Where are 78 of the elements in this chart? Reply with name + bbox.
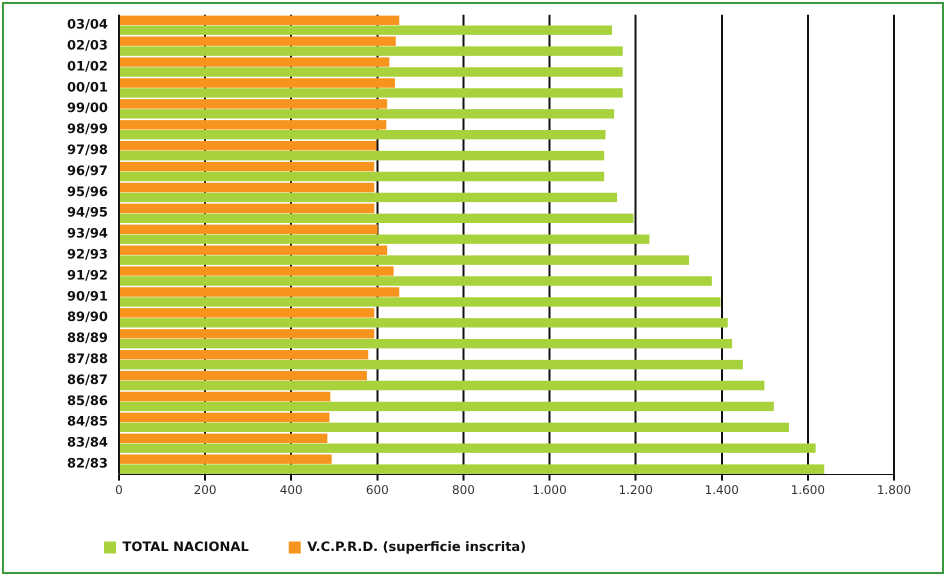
bar (120, 67, 623, 77)
y-tick-label: 99/00 (66, 101, 108, 116)
bar (120, 255, 690, 265)
bar (120, 16, 400, 25)
bar (120, 392, 330, 402)
x-tick-label: 600 (366, 482, 389, 497)
bar (120, 140, 376, 150)
legend-label: V.C.P.R.D. (superficie inscrita) (307, 540, 526, 555)
bar (120, 214, 634, 224)
bar (120, 162, 374, 172)
y-tick-label: 85/86 (66, 394, 108, 409)
x-tick-label: 400 (280, 482, 303, 497)
x-tick-label: 1.600 (790, 482, 826, 497)
bar (120, 434, 328, 443)
x-tick-label: 1.000 (532, 482, 567, 497)
y-tick-label: 94/95 (66, 206, 108, 221)
bar (120, 150, 604, 160)
y-tick-label: 82/83 (66, 456, 108, 472)
legend-label: TOTAL NACIONAL (122, 540, 249, 555)
bar (120, 380, 764, 390)
bar (120, 464, 824, 474)
y-tick-label: 92/93 (66, 248, 108, 263)
bar (120, 297, 720, 307)
bar (120, 276, 712, 286)
y-tick-label: 84/85 (66, 414, 108, 430)
x-tick-label: 800 (452, 482, 475, 497)
bar (120, 204, 374, 214)
bar (120, 88, 623, 98)
bar (120, 99, 388, 109)
bar (120, 130, 606, 140)
bar (120, 120, 386, 130)
y-tick-label: 01/02 (66, 59, 108, 74)
y-tick-label: 93/94 (66, 226, 108, 242)
bar (120, 57, 390, 67)
bar (120, 172, 604, 182)
bar (120, 109, 614, 119)
y-tick-label: 02/03 (66, 38, 108, 54)
bar (120, 454, 332, 464)
bar (120, 182, 374, 192)
x-tick-label: 200 (194, 482, 216, 497)
y-tick-label: 83/84 (66, 436, 108, 451)
bar (120, 350, 368, 360)
x-tick-label: 0 (115, 482, 123, 497)
bar (120, 287, 400, 297)
bar (120, 444, 816, 453)
bar (120, 36, 396, 46)
bar (120, 370, 367, 380)
bar (120, 245, 388, 255)
x-tick-label: 1.400 (704, 482, 739, 497)
bar (120, 224, 378, 234)
bar (120, 412, 330, 422)
y-tick-label: 88/89 (66, 331, 108, 346)
y-tick-label: 86/87 (66, 372, 108, 388)
bar (120, 318, 728, 328)
y-tick-label: 87/88 (66, 352, 108, 368)
x-tick-label: 1.200 (618, 482, 653, 497)
y-tick-label: 03/04 (66, 18, 108, 33)
y-tick-label: 89/90 (66, 310, 108, 326)
y-tick-label: 00/01 (66, 80, 108, 96)
bar (120, 46, 623, 56)
y-tick-label: 96/97 (66, 164, 108, 179)
bar (120, 402, 774, 412)
y-tick-label: 91/92 (66, 268, 108, 284)
bar (120, 192, 618, 202)
bar (120, 339, 732, 348)
x-tick-label: 1.800 (876, 482, 912, 497)
bar (120, 266, 394, 276)
bar (120, 422, 789, 432)
bar (120, 234, 650, 244)
bar (120, 26, 612, 35)
y-tick-label: 95/96 (66, 184, 108, 200)
bar (120, 329, 374, 338)
bar (120, 360, 743, 370)
y-tick-label: 90/91 (66, 289, 108, 304)
y-tick-label: 97/98 (66, 143, 108, 158)
bar (120, 308, 374, 318)
y-tick-label: 98/99 (66, 122, 108, 138)
bar (120, 78, 395, 88)
